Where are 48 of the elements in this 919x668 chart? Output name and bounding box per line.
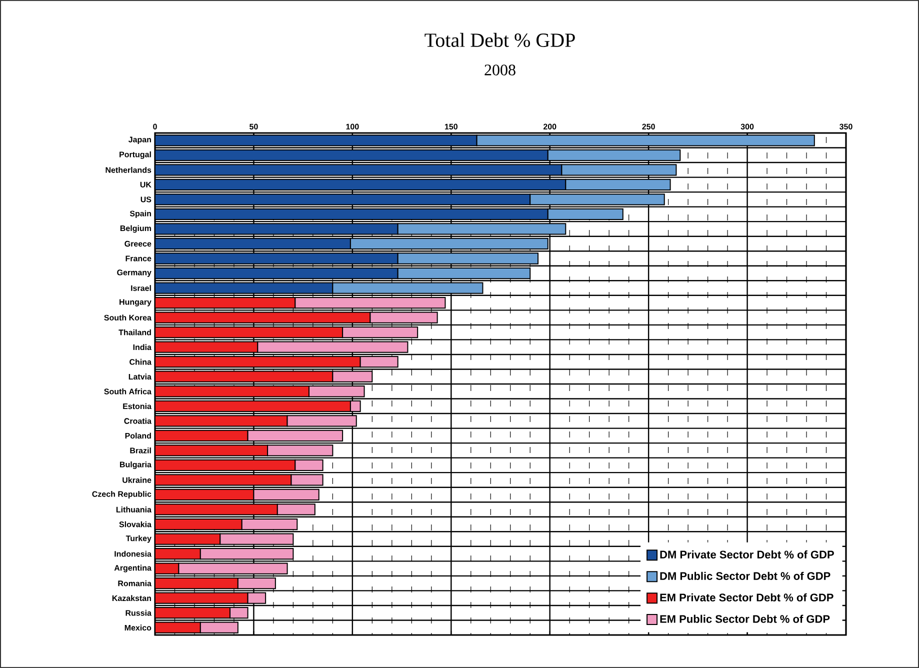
y-tick-label: France xyxy=(126,256,152,262)
y-tick-label: China xyxy=(130,358,152,365)
y-tick-label: Indonesia xyxy=(114,550,152,557)
y-tick-label: Lithuania xyxy=(116,506,152,512)
y-tick-label: Russia xyxy=(126,610,152,616)
y-tick-label: Spain xyxy=(130,210,151,218)
x-tick-label: 150 xyxy=(444,124,458,130)
y-tick-label: UK xyxy=(140,182,152,188)
legend-label: DM Private Sector Debt % of GDP xyxy=(660,550,834,558)
y-tick-label: Brazil xyxy=(130,447,151,454)
y-tick-label: Israel xyxy=(131,285,151,291)
y-tick-label: Turkey xyxy=(126,535,152,543)
y-tick-label: Thailand xyxy=(118,329,151,336)
y-tick-label: Croatia xyxy=(124,418,152,424)
x-tick-label: 300 xyxy=(740,124,754,130)
chart-title: Total Debt % GDP xyxy=(424,32,575,48)
y-tick-label: Estonia xyxy=(123,403,152,410)
y-tick-label: Latvia xyxy=(128,374,152,380)
y-tick-label: Japan xyxy=(128,136,151,144)
x-tick-label: 200 xyxy=(543,124,556,130)
y-tick-label: Slovakia xyxy=(119,521,152,528)
y-tick-label: Portugal xyxy=(120,151,151,159)
y-tick-label: Belgium xyxy=(120,225,151,233)
y-tick-label: Netherlands xyxy=(106,166,152,173)
x-tick-label: 350 xyxy=(840,124,852,130)
y-tick-label: South Korea xyxy=(104,314,152,320)
y-tick-label: Ukraine xyxy=(122,477,152,483)
y-tick-label: Romania xyxy=(118,580,152,586)
x-tick-label: 100 xyxy=(346,124,359,130)
y-tick-label: Bulgaria xyxy=(120,461,152,469)
legend-label: DM Public Sector Debt % of GDP xyxy=(660,572,830,580)
y-tick-label: Kazakstan xyxy=(112,595,151,602)
legend-label: EM Public Sector Debt % of GDP xyxy=(660,614,830,623)
y-tick-label: Germany xyxy=(117,270,152,277)
y-tick-label: US xyxy=(140,196,152,202)
y-tick-label: Czech Republic xyxy=(92,490,152,498)
y-tick-label: Greece xyxy=(124,240,152,247)
x-tick-label: 250 xyxy=(642,124,655,130)
legend-label: EM Private Sector Debt % of GDP xyxy=(660,593,834,602)
x-tick-label: 50 xyxy=(250,124,258,130)
y-tick-label: Mexico xyxy=(124,624,152,631)
y-tick-label: Hungary xyxy=(120,299,152,306)
chart-subtitle: 2008 xyxy=(484,64,516,76)
y-tick-label: India xyxy=(133,344,152,350)
y-tick-label: Argentina xyxy=(114,564,152,572)
x-tick-label: 0 xyxy=(153,124,157,130)
y-tick-label: South Africa xyxy=(104,388,152,394)
y-tick-label: Poland xyxy=(125,432,151,439)
